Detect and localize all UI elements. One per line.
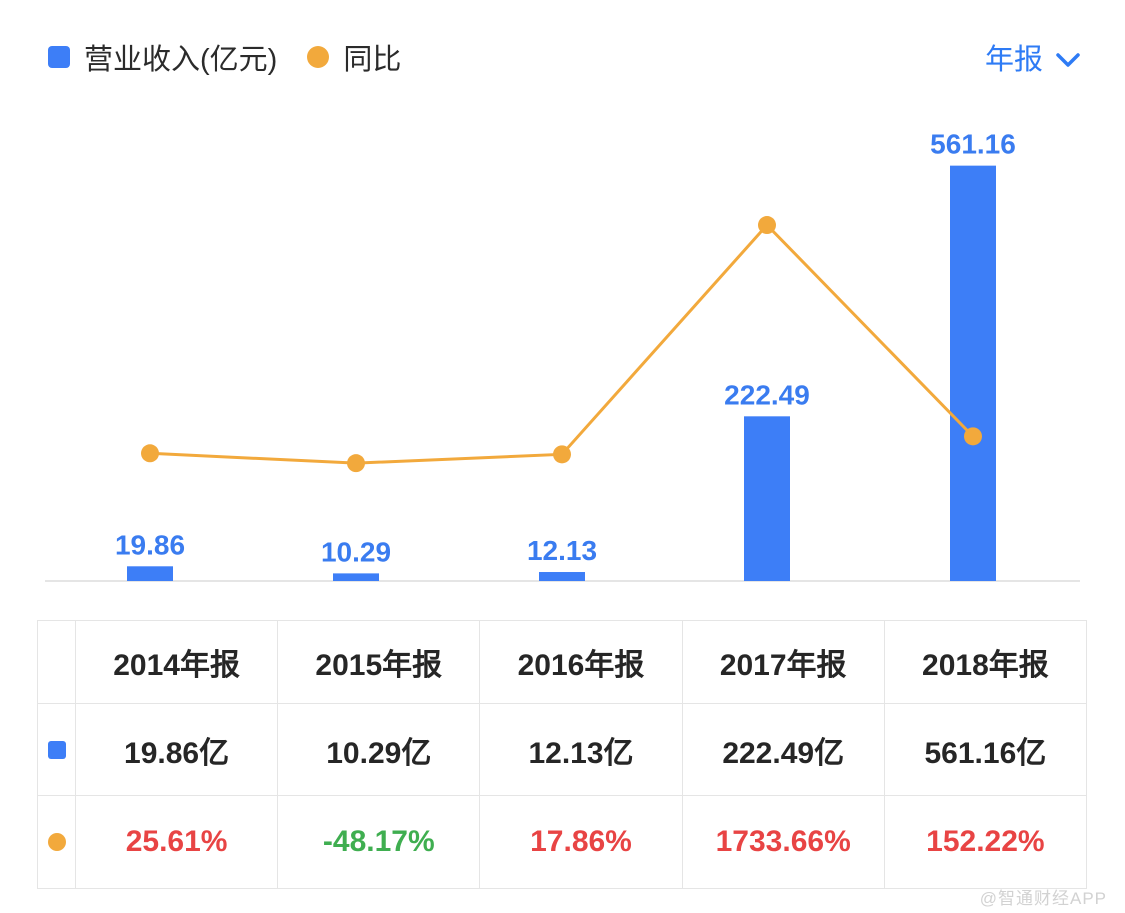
yoy-legend-dot-icon bbox=[307, 46, 330, 68]
table-corner-cell bbox=[38, 621, 76, 704]
yoy-point bbox=[964, 427, 982, 446]
table-header-2018: 2018年报 bbox=[884, 621, 1087, 704]
yoy-cell-2016: 17.86% bbox=[480, 796, 683, 889]
table-row-revenue-icon-cell bbox=[38, 704, 76, 796]
revenue-cell-2014: 19.86亿 bbox=[76, 704, 279, 796]
bar-value-label: 19.86 bbox=[115, 529, 185, 560]
chart-header: 营业收入(亿元) 同比 年报 bbox=[0, 0, 1125, 88]
revenue-bar bbox=[127, 566, 173, 581]
revenue-legend-swatch-icon bbox=[48, 46, 70, 68]
revenue-bar bbox=[539, 572, 585, 581]
bar-value-label: 10.29 bbox=[321, 536, 391, 567]
revenue-bar bbox=[950, 165, 996, 581]
yoy-cell-2015: -48.17% bbox=[278, 796, 481, 889]
revenue-bar bbox=[744, 416, 790, 581]
revenue-bar bbox=[333, 573, 379, 581]
watermark: @智通财经APP bbox=[979, 889, 1107, 908]
revenue-cell-2018: 561.16亿 bbox=[884, 704, 1087, 796]
yoy-legend-label: 同比 bbox=[343, 44, 402, 76]
yoy-point bbox=[553, 445, 571, 464]
bar-value-label: 222.49 bbox=[724, 379, 810, 410]
yoy-point bbox=[141, 444, 159, 463]
revenue-legend-label: 营业收入(亿元) bbox=[84, 44, 278, 76]
yoy-cell-2014: 25.61% bbox=[76, 796, 279, 889]
bar-value-label: 561.16 bbox=[930, 129, 1016, 160]
period-selector[interactable]: 年报 bbox=[985, 36, 1081, 78]
data-table: 2014年报 2015年报 2016年报 2017年报 2018年报 19.86… bbox=[37, 620, 1087, 889]
legend: 营业收入(亿元) 同比 bbox=[48, 36, 401, 78]
chevron-down-icon bbox=[1056, 52, 1080, 67]
table-header-2014: 2014年报 bbox=[76, 621, 279, 704]
bar-value-label: 12.13 bbox=[527, 535, 597, 566]
period-selector-label: 年报 bbox=[984, 44, 1043, 76]
yoy-cell-2017: 1733.66% bbox=[682, 796, 885, 889]
yoy-point bbox=[758, 216, 776, 235]
revenue-cell-2015: 10.29亿 bbox=[278, 704, 481, 796]
revenue-yoy-chart: 19.86 10.29 12.13 222.49 561.16 bbox=[45, 129, 1080, 582]
revenue-swatch-icon bbox=[47, 740, 66, 759]
yoy-dot-icon bbox=[47, 833, 66, 851]
table-row-yoy-icon-cell bbox=[38, 796, 76, 889]
table-header-2017: 2017年报 bbox=[682, 621, 885, 704]
table-header-2015: 2015年报 bbox=[278, 621, 481, 704]
yoy-point bbox=[347, 454, 365, 473]
yoy-cell-2018: 152.22% bbox=[884, 796, 1087, 889]
revenue-cell-2016: 12.13亿 bbox=[480, 704, 683, 796]
revenue-cell-2017: 222.49亿 bbox=[682, 704, 885, 796]
table-header-2016: 2016年报 bbox=[480, 621, 683, 704]
yoy-line bbox=[149, 222, 975, 465]
